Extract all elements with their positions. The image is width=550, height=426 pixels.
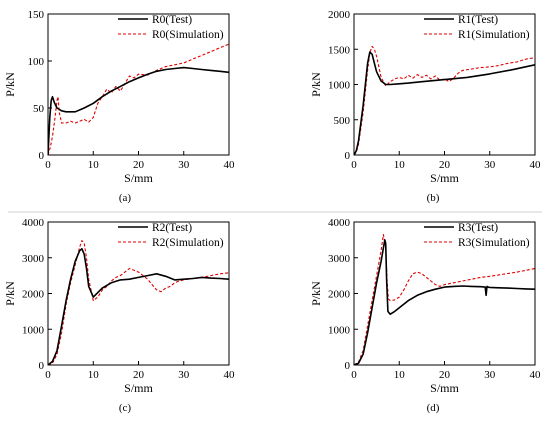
y-tick-label: 0 [39,360,45,372]
x-axis-label: S/mm [430,171,459,185]
y-tick-label: 500 [334,115,351,127]
chart-panel: 0 10 20 30 40 0 50 100 150 S/mm P/kN R0(Test) R0(Sim… [3,9,235,204]
y-tick-label: 4000 [328,217,351,229]
x-tick-label: 40 [224,159,236,171]
y-tick-label: 0 [39,150,45,162]
y-tick-label: 2000 [328,289,351,301]
x-tick-label: 10 [394,159,406,171]
simulation-series-line [48,43,229,155]
y-tick-label: 2000 [22,289,45,301]
x-tick-label: 30 [484,369,496,381]
simulation-series-line [48,240,229,365]
y-tick-label: 2000 [328,9,351,21]
y-axis-label: P/kN [309,281,323,306]
legend-label: R3(Simulation) [458,237,530,249]
y-tick-label: 150 [28,9,45,21]
x-tick-label: 40 [530,159,542,171]
y-tick-label: 50 [33,103,45,115]
y-tick-label: 4000 [22,217,45,229]
y-tick-label: 3000 [328,253,351,265]
x-tick-label: 10 [88,159,100,171]
legend-label: R0(Simulation) [152,29,224,41]
y-tick-label: 1000 [328,324,351,336]
y-tick-label: 1000 [22,324,45,336]
x-tick-label: 0 [45,369,51,381]
x-tick-label: 40 [224,369,236,381]
x-tick-label: 0 [351,159,357,171]
test-series-line [48,248,229,365]
x-tick-label: 20 [439,159,451,171]
x-axis-label: S/mm [430,381,459,395]
legend-label: R0(Test) [152,14,192,26]
x-tick-label: 20 [133,159,145,171]
panel-caption: (b) [427,192,440,204]
y-tick-label: 1500 [328,44,351,56]
legend-label: R1(Test) [458,14,498,26]
x-tick-label: 30 [178,159,190,171]
x-tick-label: 40 [530,369,542,381]
panel-caption: (d) [427,402,440,414]
x-tick-label: 0 [45,159,51,171]
test-series-line [48,66,229,155]
simulation-series-line [354,233,535,365]
y-tick-label: 0 [345,360,351,372]
simulation-series-line [354,45,535,155]
chart-panel: 0 10 20 30 40 0 500 1000 1500 2000 S/mm P/kN R1(Test… [309,9,541,204]
y-tick-label: 1000 [328,80,351,92]
x-axis-label: S/mm [124,381,153,395]
chart-panel: 0 10 20 30 40 0 1000 2000 3000 4000 S/mm P/kN R3(Tes… [309,217,541,414]
legend-label: R2(Simulation) [152,237,224,249]
legend-label: R2(Test) [152,222,192,234]
legend-label: R3(Test) [458,222,498,234]
x-tick-label: 30 [178,369,190,381]
x-tick-label: 10 [394,369,406,381]
legend-label: R1(Simulation) [458,29,530,41]
y-axis-label: P/kN [3,72,17,97]
y-tick-label: 100 [28,56,45,68]
x-tick-label: 10 [88,369,100,381]
y-tick-label: 0 [345,150,351,162]
panel-caption: (a) [119,192,132,204]
chart-panel: 0 10 20 30 40 0 1000 2000 3000 4000 S/mm P/kN R2(Tes… [3,217,235,414]
y-tick-label: 3000 [22,253,45,265]
y-axis-label: P/kN [3,281,17,306]
x-tick-label: 30 [484,159,496,171]
test-series-line [354,239,535,365]
x-axis-label: S/mm [124,171,153,185]
y-axis-label: P/kN [309,72,323,97]
panel-caption: (c) [119,402,132,414]
x-tick-label: 0 [351,369,357,381]
test-series-line [354,51,535,155]
x-tick-label: 20 [133,369,145,381]
x-tick-label: 20 [439,369,451,381]
